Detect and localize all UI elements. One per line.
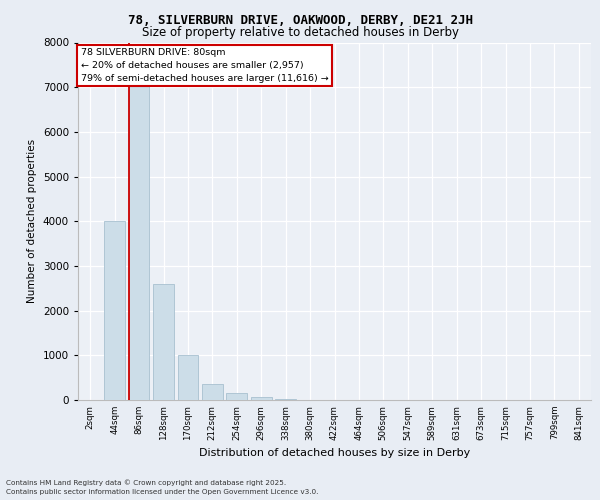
Bar [128,78,149,400]
Y-axis label: Number of detached properties: Number of detached properties [27,139,37,304]
Bar [178,356,199,400]
Text: 78 SILVERBURN DRIVE: 80sqm
← 20% of detached houses are smaller (2,957)
79% of s: 78 SILVERBURN DRIVE: 80sqm ← 20% of deta… [80,48,328,82]
Bar [202,384,223,400]
Text: Size of property relative to detached houses in Derby: Size of property relative to detached ho… [142,26,458,39]
Bar [251,398,272,400]
Text: Contains public sector information licensed under the Open Government Licence v3: Contains public sector information licen… [6,489,319,495]
Bar [153,284,174,400]
Text: Contains HM Land Registry data © Crown copyright and database right 2025.: Contains HM Land Registry data © Crown c… [6,480,286,486]
Bar [104,221,125,400]
Bar [226,394,247,400]
Text: 78, SILVERBURN DRIVE, OAKWOOD, DERBY, DE21 2JH: 78, SILVERBURN DRIVE, OAKWOOD, DERBY, DE… [128,14,473,27]
X-axis label: Distribution of detached houses by size in Derby: Distribution of detached houses by size … [199,448,470,458]
